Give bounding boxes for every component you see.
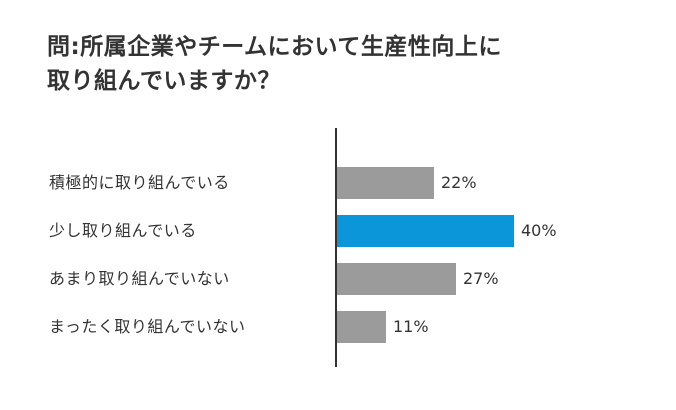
bar <box>337 215 514 247</box>
value-label: 27% <box>463 269 499 288</box>
value-label: 11% <box>393 317 429 336</box>
value-label: 22% <box>441 173 477 192</box>
category-label: 少し取り組んでいる <box>49 221 197 240</box>
bar <box>337 263 456 295</box>
bar <box>337 167 434 199</box>
y-axis-line <box>335 128 337 367</box>
bar <box>337 311 386 343</box>
category-label: 積極的に取り組んでいる <box>49 173 230 192</box>
chart-title-line2: 取り組んでいますか？ <box>47 68 281 94</box>
category-label: あまり取り組んでいない <box>49 269 230 288</box>
value-label: 40% <box>521 221 557 240</box>
category-label: まったく取り組んでいない <box>49 317 246 336</box>
chart-title: 問:所属企業やチームにおいて生産性向上に 取り組んでいますか？ <box>47 30 647 98</box>
chart-title-line1: 問:所属企業やチームにおいて生産性向上に <box>47 34 502 60</box>
